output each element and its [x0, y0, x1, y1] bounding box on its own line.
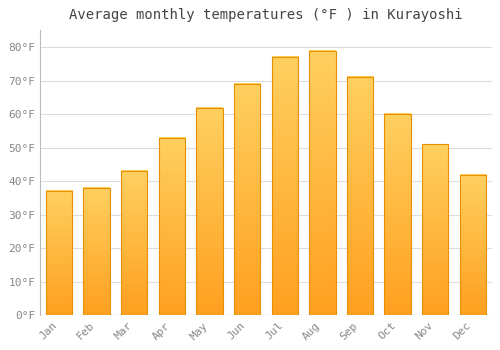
Bar: [234, 84, 260, 315]
Bar: [121, 171, 148, 315]
Bar: [84, 188, 110, 315]
Title: Average monthly temperatures (°F ) in Kurayoshi: Average monthly temperatures (°F ) in Ku…: [69, 8, 462, 22]
Bar: [309, 50, 336, 315]
Bar: [158, 138, 185, 315]
Bar: [460, 175, 486, 315]
Bar: [46, 191, 72, 315]
Bar: [422, 145, 448, 315]
Bar: [384, 114, 411, 315]
Bar: [196, 107, 222, 315]
Bar: [272, 57, 298, 315]
Bar: [347, 77, 373, 315]
